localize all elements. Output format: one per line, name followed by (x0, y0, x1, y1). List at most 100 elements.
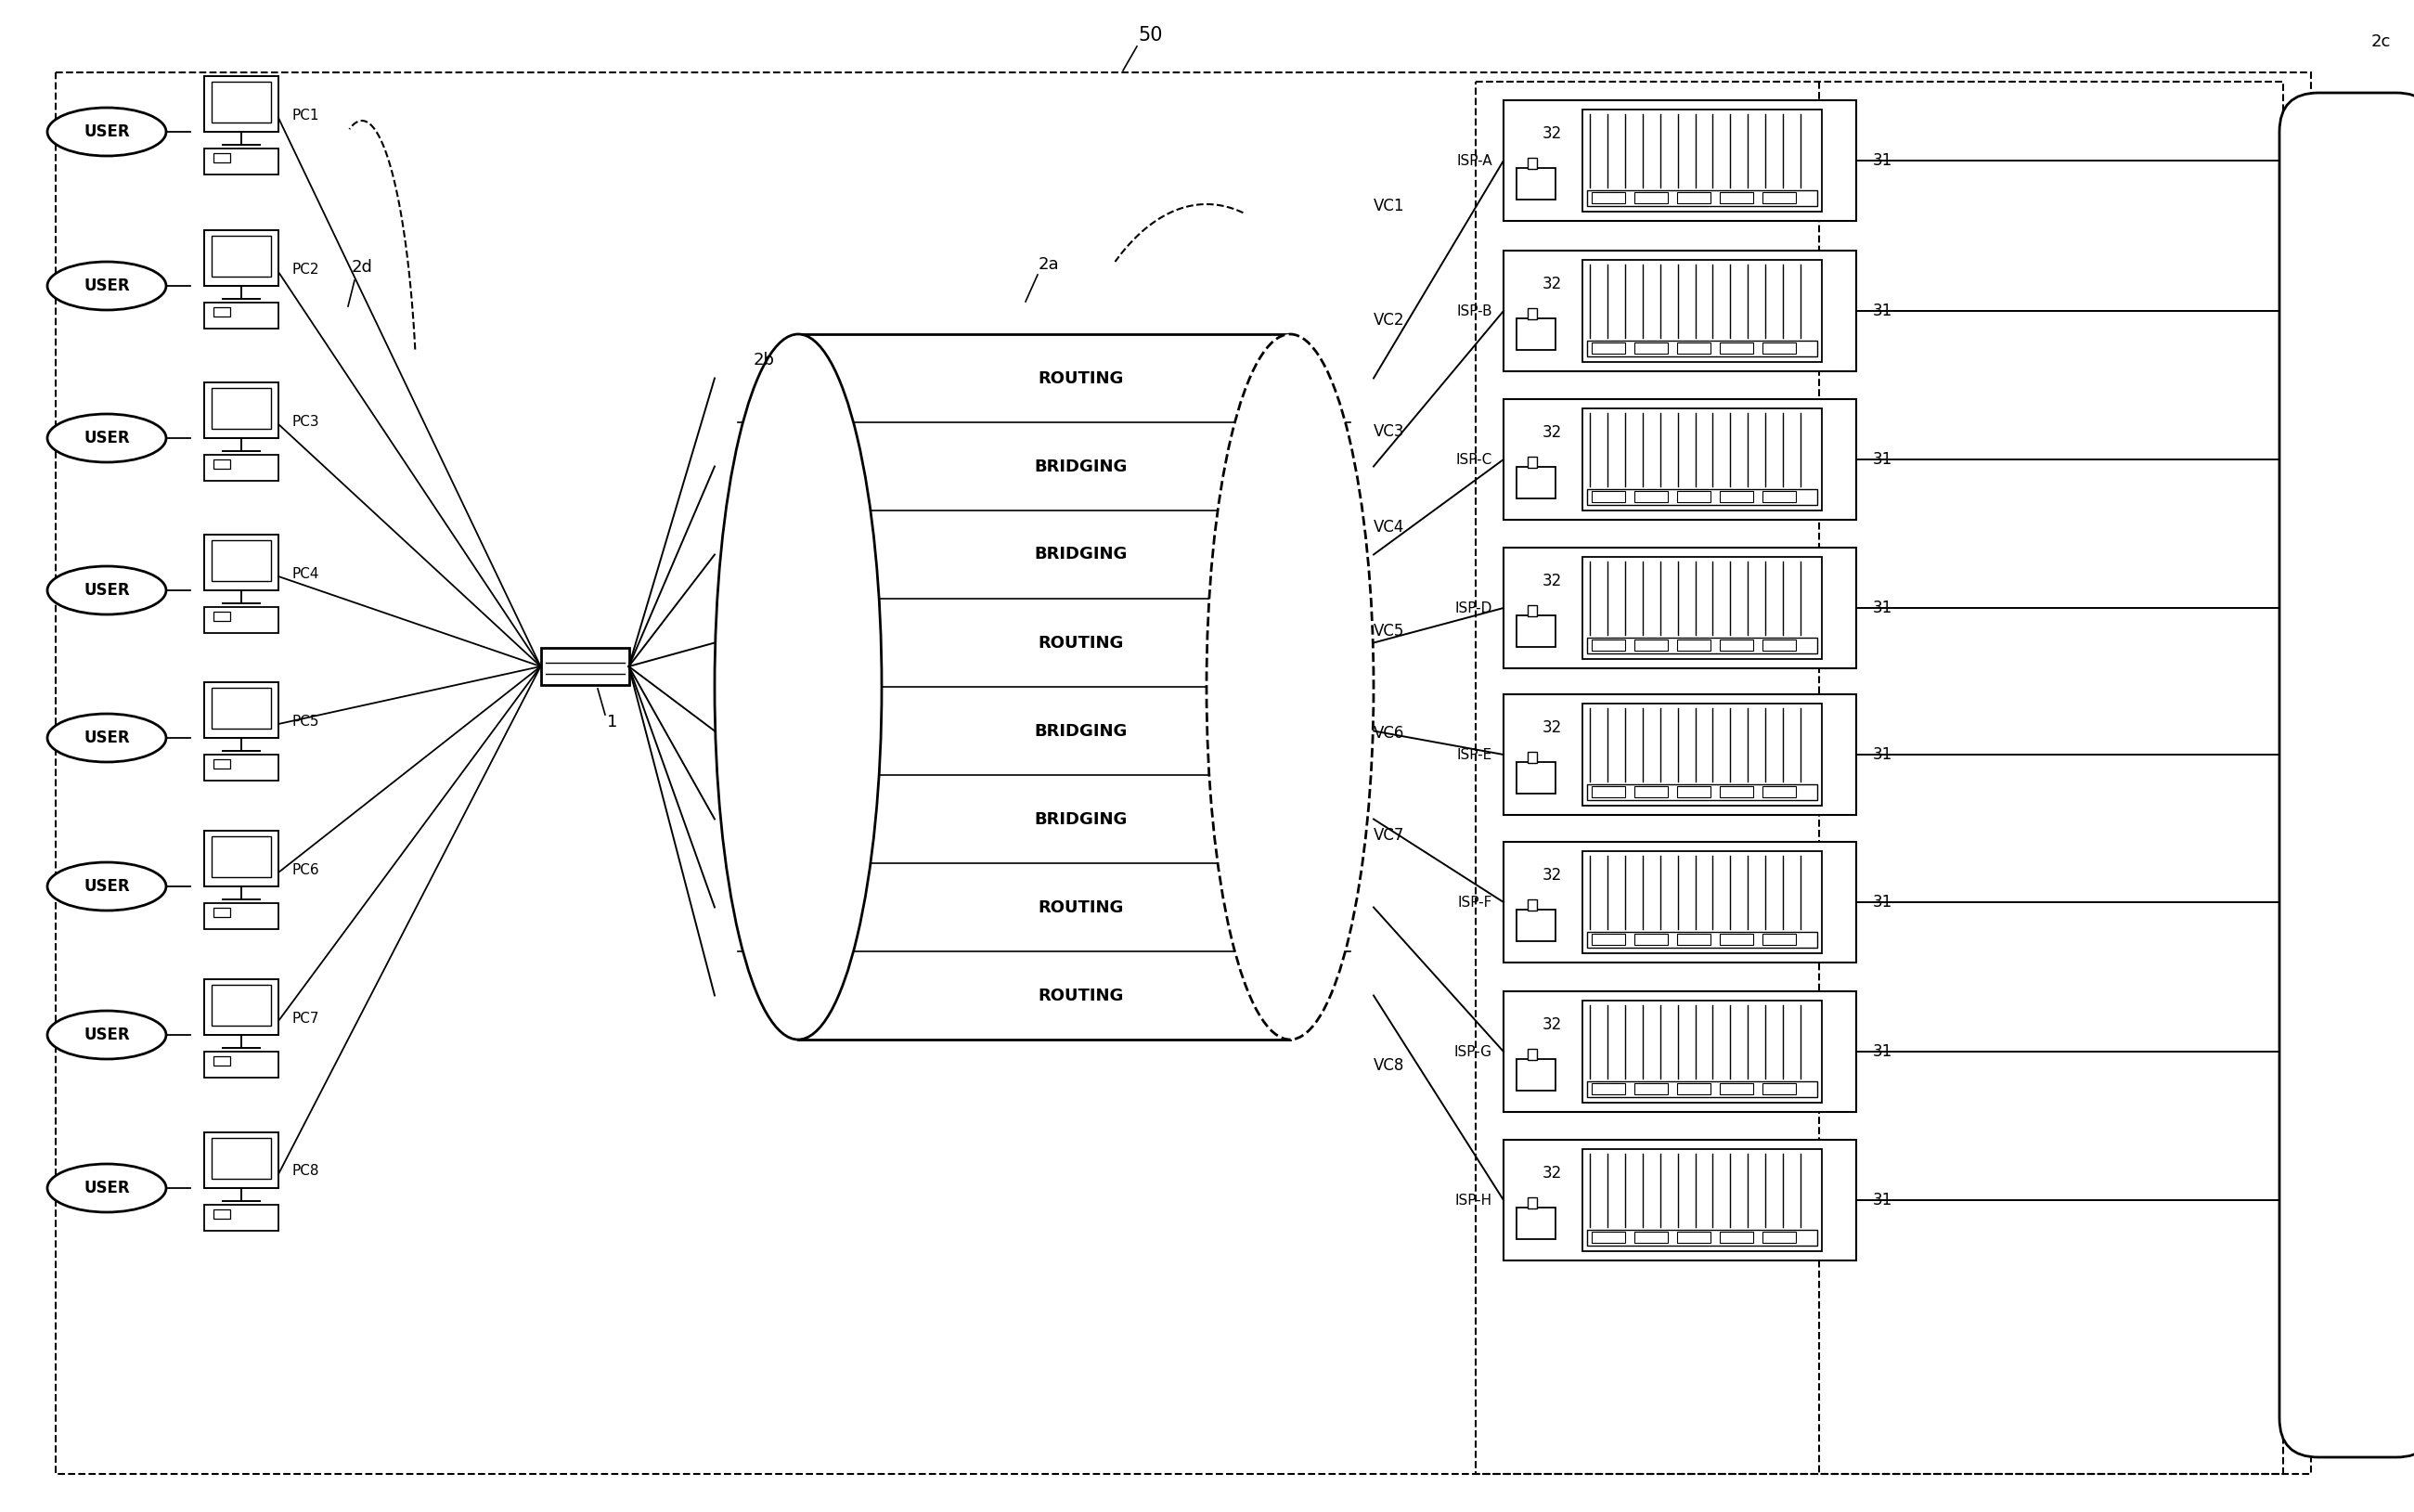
Bar (1584, 703, 1823, 806)
Bar (1586, 1229, 1818, 1246)
Bar (1586, 638, 1818, 653)
Text: ROUTING: ROUTING (1038, 370, 1125, 387)
Text: PC6: PC6 (292, 863, 319, 877)
Text: ISP-C: ISP-C (1456, 452, 1492, 466)
Bar (205, 606, 278, 634)
Text: 31: 31 (1873, 302, 1893, 319)
Bar (1516, 1058, 1555, 1090)
Bar (212, 612, 229, 621)
Bar (1591, 640, 1625, 650)
Bar (205, 1052, 278, 1078)
Text: 31: 31 (1873, 600, 1893, 617)
Bar (1504, 547, 1856, 668)
Bar (205, 148, 278, 174)
Text: ROUTING: ROUTING (1038, 987, 1125, 1004)
Bar (1719, 640, 1753, 650)
Bar (1591, 1232, 1625, 1243)
Bar (1634, 1232, 1668, 1243)
Bar (1516, 615, 1555, 647)
Bar (212, 1057, 229, 1066)
Bar (1504, 842, 1856, 963)
Text: 1: 1 (608, 714, 618, 730)
Text: 2c: 2c (2371, 33, 2390, 50)
Text: ISP-E: ISP-E (1458, 747, 1492, 762)
Bar (1516, 762, 1555, 794)
Bar (1634, 1083, 1668, 1095)
Bar (212, 389, 270, 429)
Text: PC2: PC2 (292, 262, 319, 277)
Bar (1762, 491, 1796, 502)
Bar (205, 455, 278, 481)
Bar (212, 836, 270, 877)
Bar (1504, 100, 1856, 221)
Ellipse shape (48, 714, 167, 762)
Text: VC8: VC8 (1374, 1057, 1405, 1074)
Bar (1586, 191, 1818, 206)
Text: 2b: 2b (753, 352, 775, 369)
Bar (1678, 786, 1712, 797)
Text: USER: USER (84, 278, 130, 295)
Bar (1634, 491, 1668, 502)
Bar (1584, 851, 1823, 953)
Bar (205, 903, 278, 928)
Text: USER: USER (84, 1027, 130, 1043)
Bar (1584, 1001, 1823, 1102)
Text: VC4: VC4 (1374, 519, 1405, 535)
Bar (1504, 1140, 1856, 1261)
Text: PC4: PC4 (292, 567, 319, 581)
Bar (205, 383, 278, 438)
Text: USER: USER (84, 429, 130, 446)
Bar (1634, 192, 1668, 203)
Bar (1586, 340, 1818, 357)
Bar (1678, 1232, 1712, 1243)
Text: VC1: VC1 (1374, 198, 1405, 215)
Bar (1762, 640, 1796, 650)
Bar (1719, 343, 1753, 354)
Text: 32: 32 (1543, 425, 1562, 442)
Text: ISP-D: ISP-D (1456, 600, 1492, 615)
Text: ISP-H: ISP-H (1456, 1193, 1492, 1207)
Bar (212, 759, 229, 768)
Bar (1719, 1083, 1753, 1095)
Text: USER: USER (84, 582, 130, 599)
Text: VC2: VC2 (1374, 311, 1405, 328)
Text: 32: 32 (1543, 573, 1562, 590)
Bar (1634, 343, 1668, 354)
Bar (1528, 900, 1538, 910)
Text: 32: 32 (1543, 125, 1562, 142)
Bar (205, 76, 278, 132)
Bar (1516, 319, 1555, 349)
Bar (1591, 786, 1625, 797)
Text: 31: 31 (1873, 1043, 1893, 1060)
Text: BRIDGING: BRIDGING (1036, 458, 1127, 475)
Text: 31: 31 (1873, 153, 1893, 169)
Bar (1762, 1083, 1796, 1095)
Bar (1516, 1208, 1555, 1240)
Bar (205, 830, 278, 886)
Bar (205, 754, 278, 780)
Bar (1678, 934, 1712, 945)
Text: 31: 31 (1873, 1191, 1893, 1208)
Text: USER: USER (84, 124, 130, 141)
Ellipse shape (48, 262, 167, 310)
Bar (1528, 457, 1538, 467)
Bar (205, 1205, 278, 1231)
Text: VC5: VC5 (1374, 623, 1405, 640)
Bar (212, 540, 270, 581)
Bar (1586, 1081, 1818, 1098)
Bar (212, 236, 270, 277)
Bar (1678, 343, 1712, 354)
Bar (1719, 1232, 1753, 1243)
Text: ISP-G: ISP-G (1453, 1045, 1492, 1058)
Bar (212, 82, 270, 122)
Text: 31: 31 (1873, 747, 1893, 764)
Bar (1504, 251, 1856, 372)
Text: ISP-F: ISP-F (1458, 895, 1492, 909)
Ellipse shape (48, 565, 167, 614)
Bar (1528, 308, 1538, 319)
Ellipse shape (48, 862, 167, 910)
Ellipse shape (48, 414, 167, 463)
Bar (1584, 109, 1823, 212)
Text: VC6: VC6 (1374, 724, 1405, 741)
Bar (1591, 934, 1625, 945)
